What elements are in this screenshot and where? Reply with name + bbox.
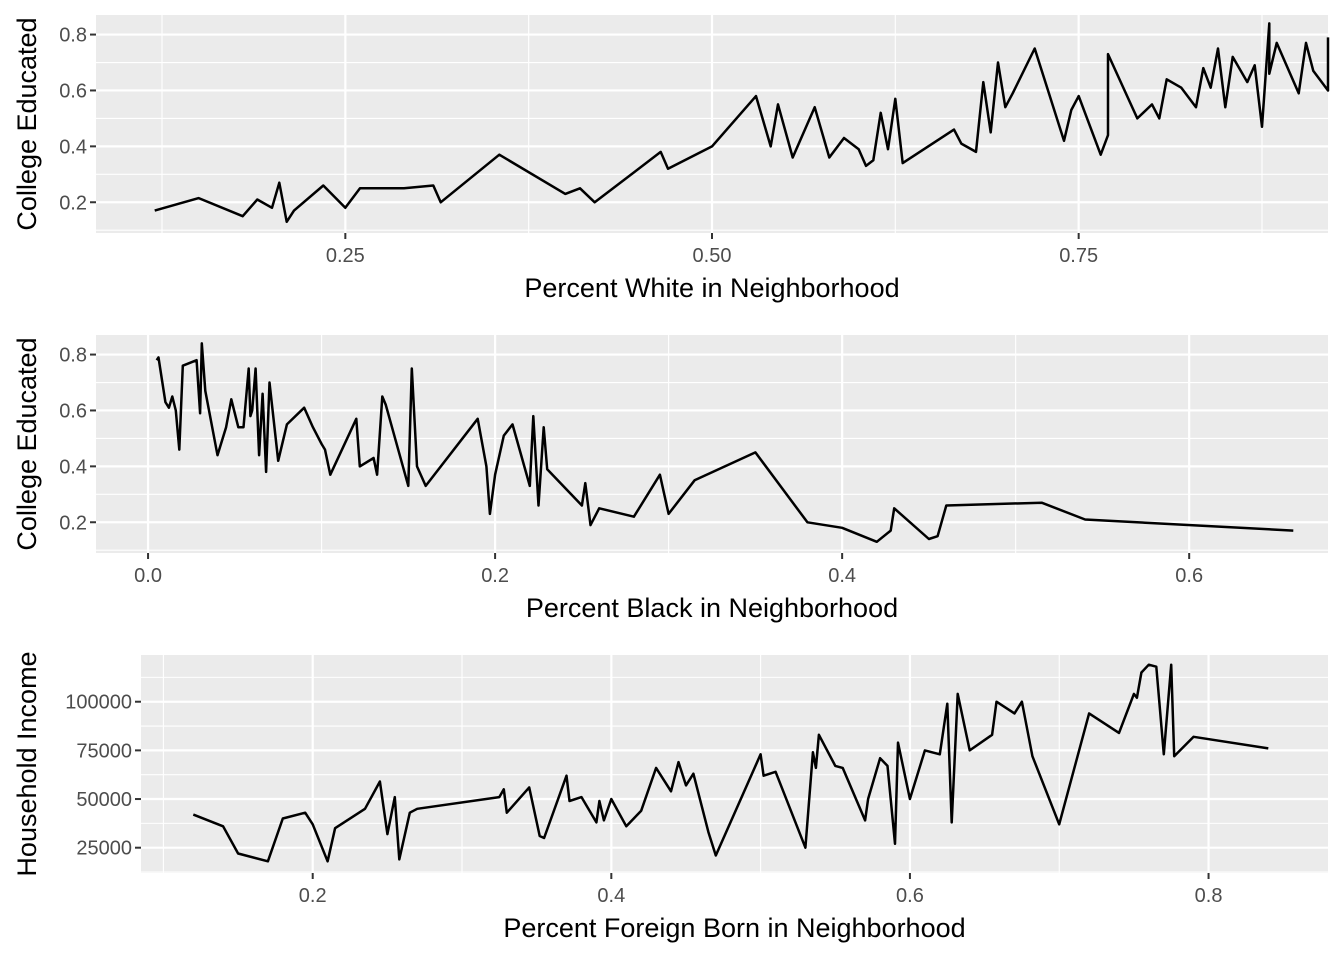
plot-panel <box>96 335 1328 553</box>
x-tick-label: 0.6 <box>1175 565 1203 587</box>
y-axis-title: College Educated <box>12 337 42 550</box>
x-tick-label: 0.2 <box>481 565 509 587</box>
y-tick-label: 0.8 <box>59 25 87 47</box>
x-tick-label: 0.4 <box>597 885 625 907</box>
series-line <box>154 22 1330 224</box>
x-axis-title: Percent Black in Neighborhood <box>526 593 898 623</box>
y-tick-label: 0.8 <box>59 345 87 367</box>
chart-panel-2: 0.0 0.2 0.4 0.6 0.2 0.4 0.6 0.8 Percent Black in… <box>12 335 1328 623</box>
chart-panel-1: 0.25 0.50 0.75 0.2 0.4 0.6 0.8 Percent White in… <box>12 15 1330 303</box>
y-tick-label: 0.4 <box>59 456 87 478</box>
y-tick-label: 75000 <box>76 740 132 762</box>
x-tick-label: 0.2 <box>299 885 327 907</box>
series-line <box>192 663 1269 863</box>
y-tick-label: 100000 <box>65 692 132 714</box>
y-tick-label: 25000 <box>76 838 132 860</box>
y-tick-label: 50000 <box>76 789 132 811</box>
x-tick-label: 0.4 <box>828 565 856 587</box>
x-tick-label: 0.0 <box>134 565 162 587</box>
x-tick-label: 0.25 <box>326 245 365 267</box>
y-tick-label: 0.6 <box>59 400 87 422</box>
y-tick-label: 0.6 <box>59 80 87 102</box>
y-axis-title: College Educated <box>12 17 42 230</box>
y-tick-label: 0.2 <box>59 512 87 534</box>
y-tick-label: 0.2 <box>59 192 87 214</box>
y-tick-label: 0.4 <box>59 136 87 158</box>
y-axis-title: Household Income <box>12 651 42 876</box>
plot-panel <box>141 655 1328 873</box>
series-line <box>155 342 1294 544</box>
x-tick-label: 0.75 <box>1059 245 1098 267</box>
x-tick-label: 0.6 <box>896 885 924 907</box>
x-tick-label: 0.50 <box>693 245 732 267</box>
chart-panel-3: 0.2 0.4 0.6 0.8 25000 50000 75000 100000 Percent… <box>12 651 1328 943</box>
x-axis-title: Percent White in Neighborhood <box>524 273 899 303</box>
x-axis-title: Percent Foreign Born in Neighborhood <box>503 913 965 943</box>
x-tick-label: 0.8 <box>1195 885 1223 907</box>
